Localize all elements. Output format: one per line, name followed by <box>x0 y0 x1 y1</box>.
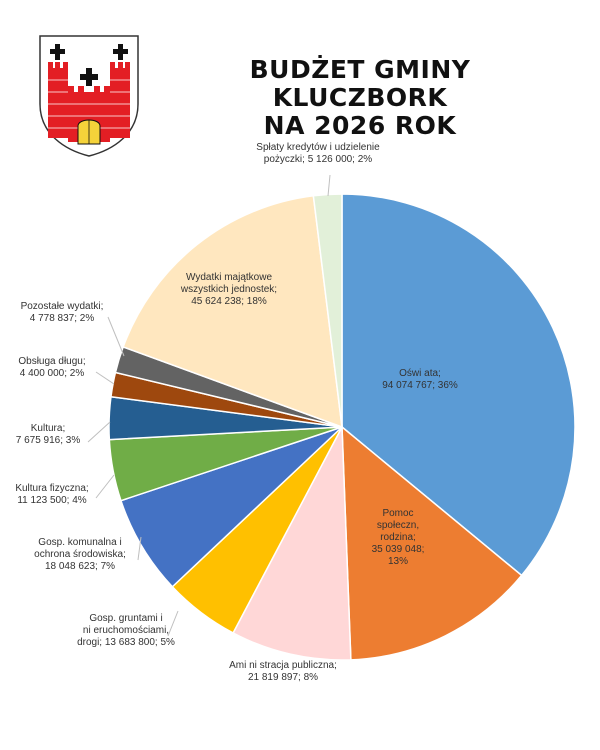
pie-slice-3 <box>232 424 352 661</box>
data-label-6: Kultura fizyczna; 11 123 500; 4% <box>15 483 88 506</box>
data-label-line: rodzina; <box>380 532 416 543</box>
leader-line-7 <box>87 421 111 443</box>
data-label-line: 35 039 048; <box>372 544 425 555</box>
data-label-line: Ami ni stracja publiczna; <box>229 660 337 671</box>
data-label-line: Kultura fizyczna; <box>15 483 88 494</box>
leader-line-9 <box>107 316 125 357</box>
data-label-1: Oświ ata; 94 074 767; 36% <box>382 368 458 391</box>
coat-of-arms-icon <box>39 35 139 157</box>
data-label-2: Pomoc społeczn, rodzina; 35 039 048; 13% <box>372 508 425 567</box>
data-label-9: Pozostałe wydatki; 4 778 837; 2% <box>21 301 104 324</box>
leader-line-5 <box>137 536 142 561</box>
pie-slice-10 <box>122 194 343 429</box>
data-label-line: 4 778 837; 2% <box>30 313 95 324</box>
data-label-line: Pozostałe wydatki; <box>21 301 104 312</box>
leader-line-8 <box>95 371 115 385</box>
data-label-line: 7 675 916; 3% <box>16 435 81 446</box>
title-line-1: BUDŻET GMINY KLUCZBORK <box>249 55 471 112</box>
pie-slice-1 <box>341 193 576 577</box>
data-label-11: Spłaty kredytów i udzielenie pożyczki; 5 … <box>256 142 380 165</box>
data-label-line: Wydatki majątkowe <box>186 272 272 283</box>
data-label-5: Gosp. komunalna i ochrona środowiska; 18 0… <box>34 537 126 572</box>
data-label-8: Obsługa długu; 4 400 000; 2% <box>18 356 85 379</box>
data-label-line: drogi; 13 683 800; 5% <box>77 637 175 648</box>
data-label-line: Spłaty kredytów i udzielenie <box>256 142 380 153</box>
data-label-line: społeczn, <box>377 520 419 531</box>
data-label-line: 18 048 623; 7% <box>45 561 115 572</box>
leader-line-11 <box>327 174 331 197</box>
data-label-line: 45 624 238; 18% <box>191 296 267 307</box>
data-label-line: 11 123 500; 4% <box>17 495 86 506</box>
data-label-line: 13% <box>388 556 408 567</box>
data-label-line: Oświ ata; <box>399 368 441 379</box>
data-label-line: Gosp. komunalna i <box>38 537 121 548</box>
data-label-line: Obsługa długu; <box>18 356 85 367</box>
data-label-10: Wydatki majątkowe wszystkich jednostek; 45… <box>180 272 277 307</box>
data-label-line: 4 400 000; 2% <box>20 368 85 379</box>
data-label-7: Kultura; 7 675 916; 3% <box>16 423 81 446</box>
data-label-4: Gosp. gruntami i ni eruchomościami, drogi;… <box>77 613 175 648</box>
data-label-line: 21 819 897; 8% <box>248 672 318 683</box>
data-label-line: pożyczki; 5 126 000; 2% <box>264 154 373 165</box>
data-label-line: Gosp. gruntami i <box>89 613 162 624</box>
leader-line-4 <box>167 610 179 637</box>
data-labels: Oświ ata; 94 074 767; 36% Pomoc społeczn, ro… <box>15 142 458 683</box>
data-label-line: Kultura; <box>31 423 65 434</box>
chart-title: BUDŻET GMINY KLUCZBORK NA 2026 ROK <box>160 56 560 140</box>
data-label-line: 94 074 767; 36% <box>382 380 458 391</box>
pie-slice-2 <box>341 425 523 661</box>
leader-lines <box>87 174 331 637</box>
title-line-2: NA 2026 ROK <box>263 111 457 140</box>
data-label-line: ni eruchomościami, <box>83 625 169 636</box>
leader-line-6 <box>95 474 115 499</box>
data-label-3: Ami ni stracja publiczna; 21 819 897; 8% <box>229 660 337 683</box>
pie-slices <box>108 193 576 661</box>
data-label-line: ochrona środowiska; <box>34 549 126 560</box>
data-label-line: Pomoc <box>382 508 413 519</box>
data-label-line: wszystkich jednostek; <box>180 284 277 295</box>
